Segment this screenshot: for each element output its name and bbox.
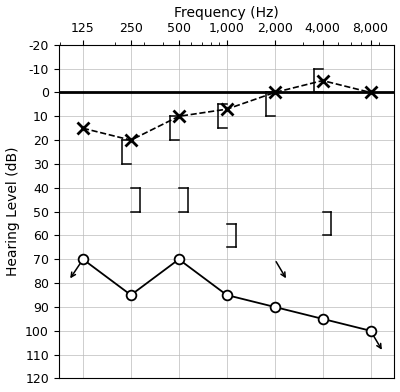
- X-axis label: Frequency (Hz): Frequency (Hz): [174, 5, 279, 20]
- Y-axis label: Hearing Level (dB): Hearing Level (dB): [6, 147, 20, 276]
